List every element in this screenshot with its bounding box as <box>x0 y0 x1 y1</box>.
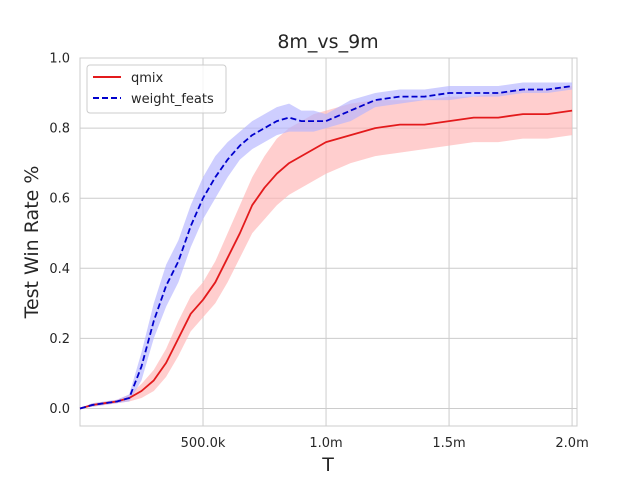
legend-label-weight-feats: weight_feats <box>131 92 214 107</box>
legend-frame <box>86 64 227 114</box>
y-tick-label: 0.2 <box>49 332 70 347</box>
x-tick-label: 500.0k <box>181 436 226 451</box>
y-tick-label: 0.0 <box>49 402 70 417</box>
series-lines <box>79 85 573 410</box>
legend: qmix weight_feats <box>86 64 227 114</box>
x-tick-label: 1.5m <box>432 436 465 451</box>
legend-label-qmix: qmix <box>131 71 164 86</box>
chart-title: 8m_vs_9m <box>277 31 378 53</box>
x-axis-title: T <box>321 454 334 476</box>
band-weight-feats <box>80 82 573 409</box>
x-tick-label: 1.0m <box>309 436 342 451</box>
x-tick-label: 2.0m <box>555 436 588 451</box>
y-tick-label: 0.6 <box>49 192 70 207</box>
y-axis-title: Test Win Rate % <box>21 166 43 320</box>
tick-labels: 0.0 0.2 0.4 0.6 0.8 1.0 500.0k 1.0m 1.5m 2.0m <box>49 52 588 452</box>
series-line-weight-feats <box>79 85 573 410</box>
series-line-qmix <box>79 109 573 410</box>
confidence-bands <box>80 82 573 409</box>
y-tick-label: 0.4 <box>49 262 70 277</box>
y-tick-label: 1.0 <box>49 52 70 67</box>
y-tick-label: 0.8 <box>49 122 70 137</box>
band-qmix <box>80 86 573 409</box>
